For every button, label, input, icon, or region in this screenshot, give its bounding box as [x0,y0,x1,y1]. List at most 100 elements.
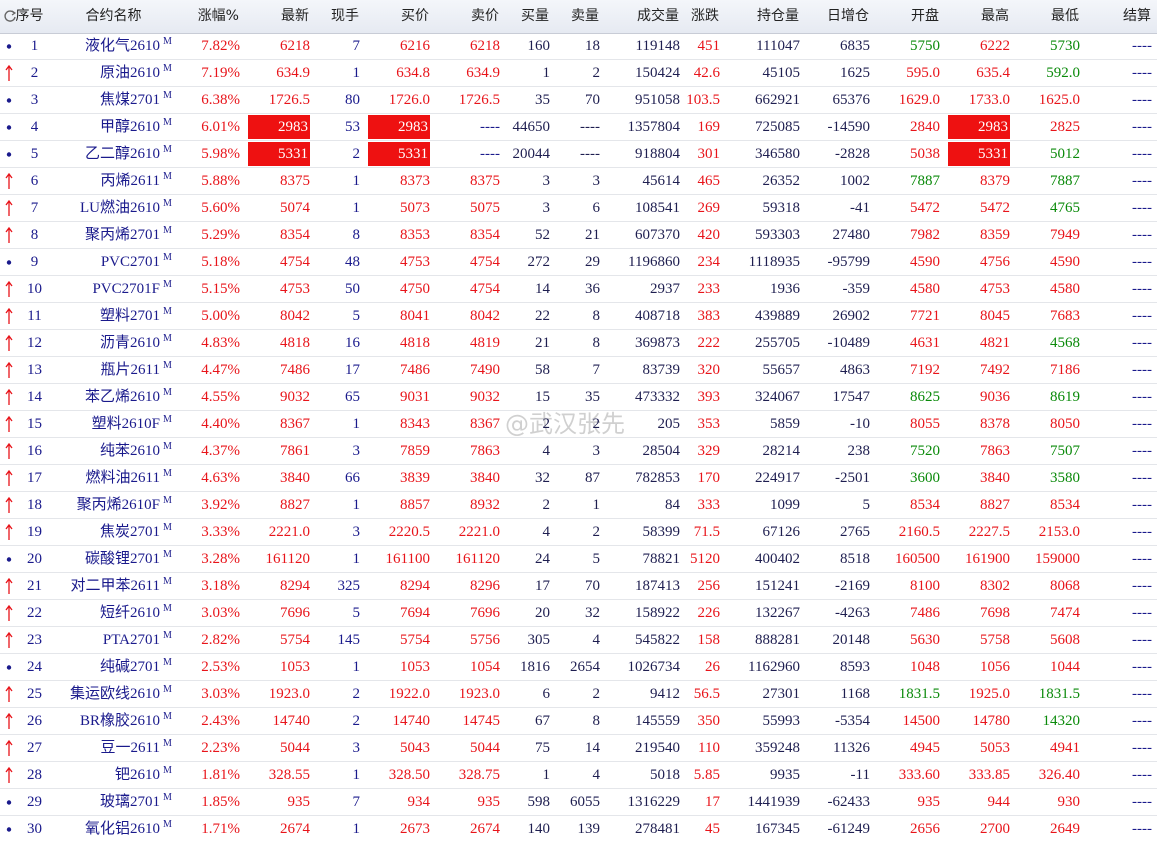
row-line [0,491,1157,492]
cell: 2 [30,65,39,81]
cell: 161100 [385,551,430,567]
cell: 634.8 [396,65,430,81]
cell: 18 [27,497,42,513]
column-header[interactable]: 最低 [1051,8,1079,24]
cell: 4568 [1050,335,1080,351]
contract-name[interactable]: 聚丙烯2701 [84,227,160,243]
contract-name[interactable]: 塑料2610F [91,416,160,432]
column-header[interactable]: 最高 [981,8,1009,24]
column-header[interactable]: 涨幅% [197,8,239,24]
contract-name[interactable]: 焦炭2701 [99,524,160,540]
cell: 45 [705,821,720,837]
cell: 36 [585,281,600,297]
contract-name[interactable]: 碳酸锂2701 [84,551,160,567]
cell: 935 [477,794,501,810]
contract-name[interactable]: 聚丙烯2610F [76,497,160,513]
contract-name[interactable]: 氧化铝2610 [84,821,160,837]
cell: 8827 [980,497,1010,513]
contract-name[interactable]: 乙二醇2610 [84,146,160,162]
cell: 662921 [755,92,800,108]
contract-name[interactable]: 对二甲苯2611 [70,578,160,594]
contract-tag: M [163,603,172,614]
cell: 3 [352,524,361,540]
cell: 8 [592,335,601,351]
refresh-icon[interactable] [3,9,17,23]
cell: 1168 [840,686,870,702]
contract-name[interactable]: 豆一2611 [100,740,160,756]
contract-name[interactable]: BR橡胶2610 [79,713,160,729]
column-header[interactable]: 开盘 [911,8,939,24]
cell: 1.81% [201,767,240,783]
contract-name[interactable]: 玻璃2701 [99,794,160,810]
cell: -61249 [827,821,871,837]
contract-name[interactable]: 纯碱2701 [99,659,160,675]
contract-name[interactable]: 燃料油2611 [85,470,160,486]
column-header[interactable]: 买价 [401,8,429,24]
contract-name[interactable]: 塑料2701 [99,308,160,324]
cell: 3839 [400,470,430,486]
contract-name[interactable]: LU燃油2610 [80,200,160,216]
cell: 1629.0 [898,92,940,108]
contract-name[interactable]: 集运欧线2610 [69,686,160,702]
cell: 1726.0 [388,92,430,108]
column-header[interactable]: 日增仓 [827,8,869,24]
contract-name[interactable]: PVC2701 [100,254,160,270]
cell: 5.85 [693,767,720,783]
contract-name[interactable]: 原油2610 [99,65,160,81]
column-header[interactable]: 涨跌 [691,8,719,24]
cell: ---- [1132,794,1152,810]
column-header[interactable]: 现手 [331,8,359,24]
cell: ---- [480,119,500,135]
cell: 305 [527,632,551,648]
cell: -2169 [835,578,870,594]
contract-name[interactable]: 苯乙烯2610 [84,389,160,405]
contract-name[interactable]: PVC2701F [92,281,160,297]
contract-name[interactable]: 沥青2610 [99,335,160,351]
contract-name[interactable]: PTA2701 [102,632,160,648]
cell: ---- [1132,659,1152,675]
cell: 6 [542,686,551,702]
cell: 451 [697,38,721,54]
contract-name[interactable]: 焦煤2701 [99,92,160,108]
column-header[interactable]: 合约名称 [85,8,142,24]
contract-name[interactable]: 短纤2610 [99,605,160,621]
cell: 8354 [280,227,310,243]
cell: ---- [1132,146,1152,162]
column-header[interactable]: 卖价 [471,8,499,24]
cell: 83739 [642,362,681,378]
cell: 5.60% [201,200,240,216]
up-arrow [5,469,13,486]
cell: 8359 [980,227,1010,243]
cell: 8373 [400,173,430,189]
cell: -10 [850,416,870,432]
cell: ---- [480,146,500,162]
cell: ---- [1132,497,1152,513]
row-line [0,194,1157,195]
cell: 7520 [910,443,940,459]
column-header[interactable]: 持仓量 [757,8,799,24]
contract-name[interactable]: 液化气2610 [84,38,160,54]
cell: 1044 [1050,659,1080,675]
cell: 8625 [910,389,940,405]
cell: 161120 [265,551,310,567]
row-line [0,86,1157,87]
cell: 1 [352,821,361,837]
contract-name[interactable]: 钯2610 [114,767,160,783]
column-header[interactable]: 买量 [521,8,549,24]
column-header[interactable]: 卖量 [571,8,599,24]
cell: 7192 [910,362,940,378]
contract-name[interactable]: 瓶片2611 [100,362,160,378]
cell: 2983 [248,115,310,139]
column-header[interactable]: 序号 [15,8,44,24]
column-header[interactable]: 成交量 [637,8,679,24]
up-arrow [5,226,13,243]
cell: 2 [542,416,551,432]
contract-name[interactable]: 丙烯2611 [100,173,160,189]
contract-name[interactable]: 纯苯2610 [99,443,160,459]
contract-name[interactable]: 甲醇2610 [99,119,160,135]
column-header[interactable]: 结算 [1123,8,1151,24]
column-header[interactable]: 最新 [281,8,309,24]
cell: 21 [535,335,550,351]
cell: 1625 [840,65,870,81]
cell: 7698 [980,605,1010,621]
